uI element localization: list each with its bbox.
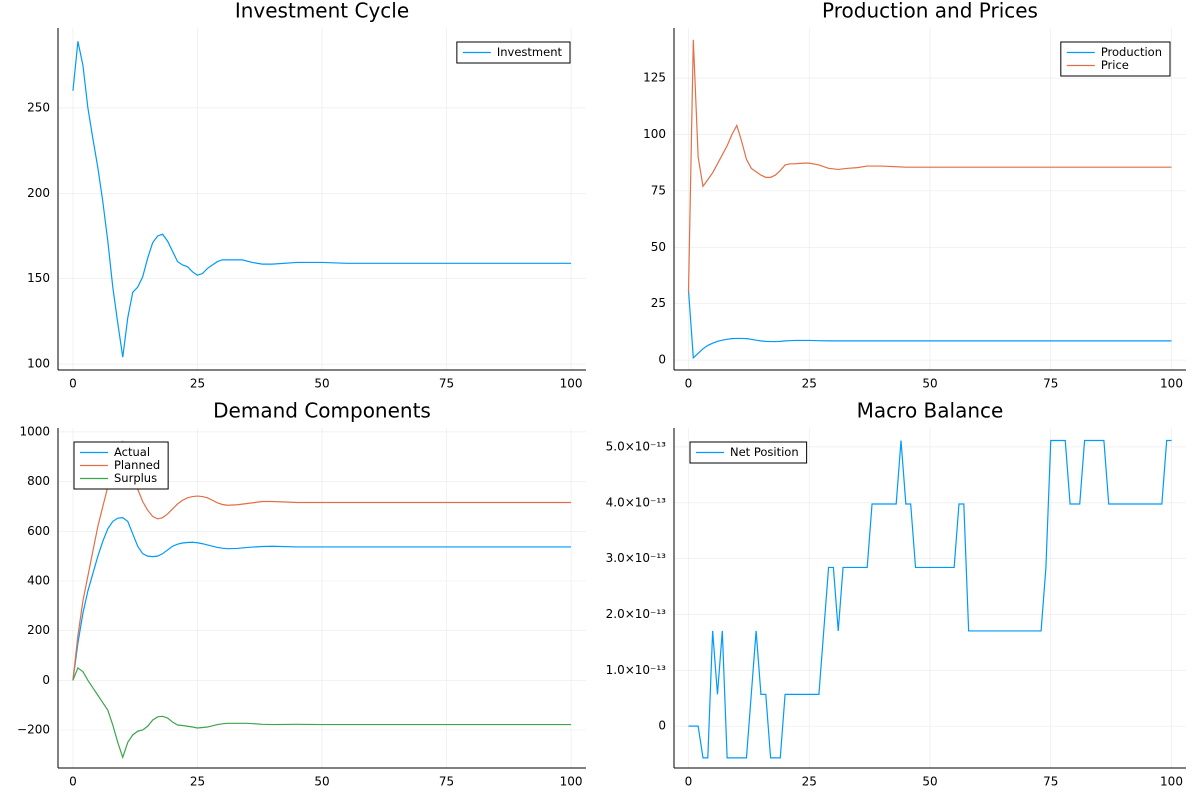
y-tick-label: 2.0×10⁻¹³	[606, 607, 667, 621]
line-series	[72, 41, 572, 358]
x-tick-label: 25	[802, 377, 817, 391]
y-tick-label: 50	[651, 240, 666, 254]
x-tick-label: 75	[1043, 775, 1058, 789]
y-tick-label: −200	[17, 723, 50, 737]
subplot: Macro Balance 0 25 50 75 100 0 1.0×10⁻¹³ 2.0×10⁻…	[606, 399, 1186, 789]
legend-label: Investment	[497, 45, 563, 59]
x-tick-label: 0	[69, 377, 77, 391]
chart-title: Demand Components	[213, 399, 431, 423]
y-tick-label: 200	[27, 186, 50, 200]
x-tick-label: 0	[69, 775, 77, 789]
x-tick-label: 100	[560, 377, 583, 391]
chart-title: Investment Cycle	[235, 0, 409, 23]
line-series	[687, 290, 1172, 360]
chart-title: Macro Balance	[857, 399, 1004, 423]
y-tick-label: 1.0×10⁻¹³	[606, 663, 667, 677]
legend: Investment	[456, 41, 571, 64]
x-tick-label: 25	[190, 775, 205, 789]
x-tick-label: 0	[685, 377, 693, 391]
legend-box	[1060, 41, 1171, 77]
y-tick-label: 800	[27, 474, 50, 488]
legend-label: Surplus	[114, 471, 157, 485]
x-tick-label: 75	[439, 377, 454, 391]
y-tick-label: 5.0×10⁻¹³	[606, 439, 667, 453]
x-tick-label: 100	[1160, 377, 1183, 391]
x-tick-label: 100	[560, 775, 583, 789]
legend-box	[689, 441, 808, 464]
subplot: Investment Cycle 0 25 50 75 100 100 150 200 250 In…	[27, 0, 586, 391]
y-tick-label: 0	[658, 353, 666, 367]
y-tick-label: 400	[27, 573, 50, 587]
y-tick-label: 1000	[19, 424, 50, 438]
y-tick-label: 100	[27, 357, 50, 371]
x-tick-label: 75	[1043, 377, 1058, 391]
line-series	[72, 666, 572, 760]
y-tick-label: 250	[27, 100, 50, 114]
line-series	[688, 439, 1172, 759]
legend-label: Production	[1101, 45, 1162, 59]
x-tick-label: 50	[922, 775, 937, 789]
y-tick-label: 3.0×10⁻¹³	[606, 551, 667, 565]
x-tick-label: 25	[802, 775, 817, 789]
y-tick-label: 200	[27, 623, 50, 637]
y-tick-label: 75	[651, 183, 666, 197]
x-tick-label: 75	[439, 775, 454, 789]
line-series	[687, 39, 1172, 293]
y-tick-label: 0	[658, 719, 666, 733]
y-tick-label: 25	[651, 296, 666, 310]
legend-label: Planned	[114, 458, 160, 472]
subplot: Production and Prices 0 25 50 75 100 0 25 50 75 10…	[643, 0, 1186, 391]
x-tick-label: 100	[1160, 775, 1183, 789]
y-tick-label: 0	[42, 673, 50, 687]
subplot: Demand Components 0 25 50 75 100 −200 0 200 400 60…	[17, 399, 586, 789]
line-series	[72, 517, 572, 681]
legend: Net Position	[689, 441, 808, 464]
y-tick-label: 600	[27, 524, 50, 538]
y-tick-label: 100	[643, 127, 666, 141]
y-tick-label: 4.0×10⁻¹³	[606, 495, 667, 509]
x-tick-label: 25	[190, 377, 205, 391]
x-tick-label: 50	[314, 377, 329, 391]
x-tick-label: 0	[685, 775, 693, 789]
chart-title: Production and Prices	[822, 0, 1038, 23]
legend-label: Price	[1101, 58, 1129, 72]
legend-box	[456, 41, 571, 64]
y-tick-label: 150	[27, 271, 50, 285]
legend-label: Actual	[114, 445, 150, 459]
y-tick-label: 125	[643, 71, 666, 85]
legend-label: Net Position	[730, 445, 799, 459]
x-tick-label: 50	[922, 377, 937, 391]
x-tick-label: 50	[314, 775, 329, 789]
